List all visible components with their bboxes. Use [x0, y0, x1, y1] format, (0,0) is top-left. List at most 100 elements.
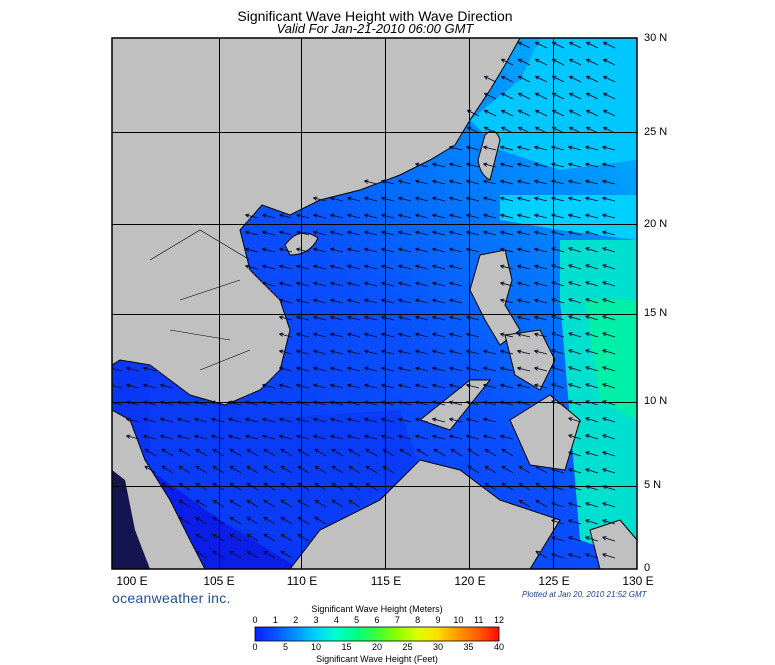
- wave-arrowhead: [229, 550, 233, 555]
- wave-arrowhead: [398, 435, 402, 439]
- wave-arrowhead: [535, 465, 539, 470]
- wave-arrow-438: [212, 465, 225, 474]
- wave-arrow-446: [348, 465, 361, 474]
- wave-arrowhead: [381, 383, 386, 386]
- wave-arrowhead: [500, 299, 504, 303]
- wave-arrow-298: [517, 367, 531, 372]
- wave-arrow-285: [296, 367, 310, 372]
- wave-arrowhead: [483, 197, 487, 201]
- wave-arrowhead: [449, 281, 454, 284]
- wave-arrowhead: [143, 400, 148, 403]
- wave-arrow-62: [500, 163, 514, 168]
- wave-arrowhead: [602, 214, 606, 218]
- wave-arrow-118: [517, 214, 531, 219]
- wave-arrowhead: [348, 499, 352, 504]
- wave-arrowhead: [143, 434, 148, 437]
- wave-arrowhead: [432, 315, 437, 318]
- wave-arrowhead: [211, 435, 215, 439]
- wave-arrowhead: [314, 499, 318, 504]
- wave-arrow-251: [432, 333, 446, 338]
- wave-arrowhead: [585, 110, 590, 114]
- wave-arrow-223: [602, 298, 616, 304]
- wave-arrowhead: [347, 384, 351, 388]
- wave-arrow-315: [381, 384, 395, 389]
- colorbar-tick-ft-35: 35: [463, 642, 474, 652]
- wave-arrowhead: [398, 264, 403, 267]
- wave-arrow-386: [177, 435, 191, 440]
- wave-arrow-278: [568, 349, 582, 355]
- wave-arrow-48: [466, 146, 480, 151]
- wave-arrow-210: [347, 299, 361, 304]
- wave-arrowhead: [398, 316, 402, 320]
- wave-arrowhead: [296, 230, 301, 233]
- wave-arrow-193: [364, 282, 378, 287]
- wave-arrowhead: [313, 281, 318, 284]
- wave-arrow-232: [415, 316, 429, 321]
- wave-arrow-295: [466, 367, 480, 372]
- wave-arrow-81: [568, 180, 582, 185]
- wave-arrow-31: [501, 109, 514, 117]
- wave-arrowhead: [585, 180, 589, 184]
- wave-arrowhead: [212, 550, 216, 555]
- wave-arrowhead: [517, 179, 522, 182]
- wave-arrow-191: [330, 282, 344, 287]
- lat-label-15n: 15 N: [644, 307, 668, 319]
- wave-arrowhead: [517, 299, 521, 303]
- wave-arrow-171: [313, 265, 327, 270]
- colorbar-tick-ft-30: 30: [432, 642, 443, 652]
- wave-arrowhead: [331, 448, 335, 453]
- wave-arrow-276: [534, 350, 548, 355]
- wave-arrowhead: [381, 418, 385, 422]
- wave-arrow-381: [585, 417, 599, 423]
- wave-arrowhead: [347, 231, 351, 235]
- wave-arrow-34: [552, 109, 565, 117]
- wave-arrowhead: [534, 110, 539, 114]
- wave-arrow-82: [585, 180, 599, 185]
- wave-arrowhead: [483, 418, 487, 422]
- wave-arrowhead: [602, 315, 606, 320]
- wave-arrow-255: [517, 333, 531, 338]
- wave-arrow-507: [585, 519, 599, 525]
- wave-arrowhead: [585, 332, 589, 337]
- wave-arrow-371: [347, 418, 361, 423]
- wave-arrow-316: [398, 384, 412, 389]
- wave-arrowhead: [432, 231, 436, 235]
- wave-arrowhead: [279, 350, 283, 354]
- wave-arrowhead: [143, 367, 147, 371]
- wave-arrowhead: [466, 146, 470, 150]
- wave-arrowhead: [449, 383, 454, 386]
- wave-arrowhead: [585, 468, 589, 473]
- wave-arrow-50: [500, 146, 514, 151]
- wave-arrowhead: [500, 434, 505, 437]
- wave-arrowhead: [602, 553, 607, 555]
- wave-arrowhead: [245, 231, 249, 235]
- wave-arrowhead: [568, 298, 572, 303]
- wave-arrowhead: [398, 282, 402, 286]
- wave-arrow-166: [602, 247, 616, 253]
- wave-arrowhead: [330, 282, 334, 286]
- wave-arrowhead: [415, 196, 420, 199]
- wave-arrow-363: [211, 418, 225, 423]
- wave-arrowhead: [279, 332, 284, 335]
- wave-arrowhead: [466, 248, 470, 252]
- wave-arrow-394: [313, 435, 327, 440]
- wave-arrow-456: [585, 468, 599, 474]
- wave-arrow-520: [195, 550, 208, 559]
- wave-arrow-375: [415, 418, 429, 423]
- wave-arrow-162: [534, 248, 548, 253]
- wave-arrow-439: [229, 465, 242, 474]
- wave-arrowhead: [585, 434, 590, 436]
- wave-arrowhead: [568, 468, 573, 470]
- wave-arrowhead: [415, 384, 419, 388]
- wave-arrowhead: [313, 367, 317, 371]
- wave-arrowhead: [279, 248, 283, 252]
- wave-arrow-388: [211, 435, 225, 440]
- wave-arrowhead: [517, 384, 521, 388]
- wave-arrowhead: [568, 213, 573, 216]
- wave-arrowhead: [415, 316, 419, 320]
- wave-arrowhead: [500, 145, 505, 148]
- wave-arrowhead: [330, 316, 334, 320]
- wave-arrowhead: [449, 248, 453, 252]
- wave-arrow-104: [279, 214, 293, 219]
- wave-arrowhead: [229, 533, 233, 538]
